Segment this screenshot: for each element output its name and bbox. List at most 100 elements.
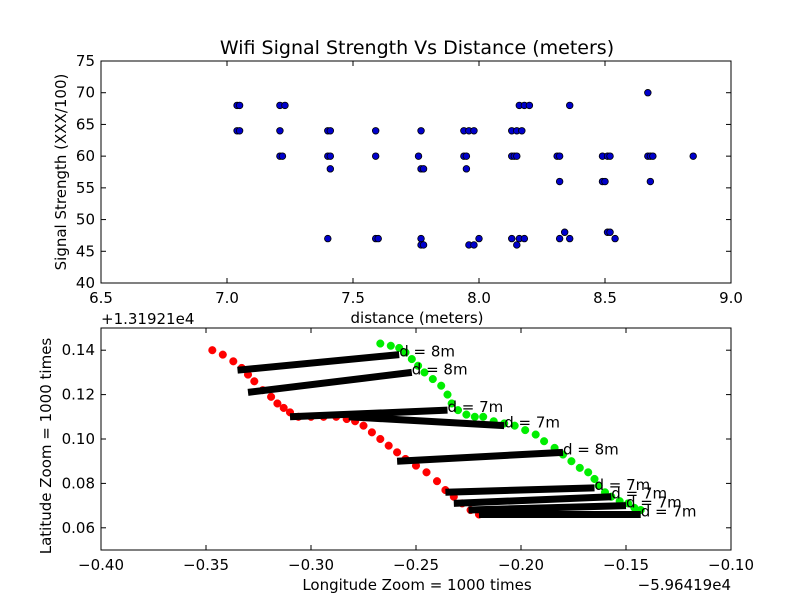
red-point: [250, 377, 259, 386]
green-point: [567, 457, 576, 466]
distance-label: d = 8m: [563, 440, 619, 458]
red-point: [273, 399, 282, 408]
data-point: [601, 177, 609, 186]
red-point: [229, 357, 238, 366]
data-point: [235, 127, 244, 135]
distance-label: d = 7m: [626, 494, 682, 512]
y-tick-label: 40: [76, 274, 95, 292]
y-axis-label: Latitude Zoom = 1000 times: [37, 338, 55, 555]
x-tick-label: −0.10: [708, 556, 754, 574]
red-point: [432, 477, 442, 486]
distance-label: d = 8m: [412, 360, 468, 378]
y-tick-label: 0.12: [62, 386, 95, 404]
data-point: [419, 165, 428, 173]
data-point: [417, 127, 425, 135]
data-point: [281, 101, 289, 110]
data-point: [611, 234, 619, 243]
x-tick-label: −0.15: [603, 556, 649, 574]
distance-segment: [348, 413, 505, 430]
green-point: [584, 468, 593, 477]
data-point: [414, 152, 423, 160]
data-point: [644, 89, 652, 97]
green-point: [386, 341, 395, 350]
green-point: [395, 343, 404, 353]
y-axis-label: Signal Strength (XXX/100): [52, 74, 70, 271]
red-point: [267, 392, 276, 401]
x-tick-label: 8.5: [593, 289, 617, 307]
green-series-points: [376, 339, 645, 515]
data-point: [555, 234, 564, 243]
data-point: [326, 165, 335, 173]
data-point: [555, 152, 564, 160]
red-point: [393, 448, 402, 457]
red-point: [208, 346, 217, 355]
y-tick-label: 45: [76, 242, 95, 260]
red-point: [367, 428, 376, 437]
green-point: [453, 406, 463, 415]
x-tick-label: 9.0: [719, 289, 743, 307]
data-point: [470, 127, 478, 135]
distance-label: d = 7m: [504, 414, 560, 432]
data-point: [276, 127, 284, 135]
data-point: [419, 241, 428, 249]
data-point: [475, 234, 483, 243]
data-point: [470, 241, 478, 249]
y-tick-label: 75: [76, 52, 95, 70]
data-point: [518, 127, 526, 135]
green-point: [401, 348, 410, 357]
data-point: [374, 234, 382, 243]
x-tick-label: −0.30: [288, 556, 334, 574]
distance-segment: [468, 502, 627, 514]
distance-segments: [237, 351, 641, 518]
signal-strength-chart: Wifi Signal Strength Vs Distance (meters…: [52, 37, 743, 327]
green-point: [443, 390, 452, 399]
data-point: [525, 101, 534, 110]
distance-segment: [453, 493, 612, 507]
y-axis-ticks: 0.06 0.08 0.10 0.12 0.14: [62, 341, 731, 537]
distance-segment: [247, 368, 413, 396]
y-axis-ticks: 40 45 50 55 60 65 70 75: [76, 52, 731, 292]
green-point: [479, 412, 488, 421]
data-point: [513, 241, 521, 249]
red-point: [218, 350, 227, 359]
distance-annotations: d = 8md = 8md = 7md = 7md = 8md = 7md = …: [399, 343, 696, 521]
scatter-points: [233, 89, 697, 249]
green-point: [521, 426, 530, 435]
green-point: [428, 375, 437, 384]
green-point: [462, 410, 471, 419]
x-axis-label: distance (meters): [351, 309, 484, 327]
x-tick-label: −0.40: [78, 556, 124, 574]
green-point: [447, 399, 456, 408]
x-axis-ticks: 6.5 7.0 7.5 8.0 8.5 9.0: [89, 61, 743, 307]
y-tick-label: 0.14: [62, 341, 95, 359]
distance-label: d = 7m: [595, 476, 651, 494]
y-tick-label: 0.06: [62, 519, 95, 537]
data-point: [555, 177, 564, 186]
data-point: [513, 152, 521, 160]
green-point: [420, 368, 429, 377]
green-point: [376, 339, 385, 348]
distance-label: d = 7m: [611, 485, 667, 503]
red-point: [279, 403, 288, 412]
data-point: [326, 127, 335, 135]
x-tick-label: −0.25: [393, 556, 439, 574]
data-point: [508, 234, 516, 243]
x-tick-label: −0.35: [183, 556, 229, 574]
data-point: [606, 228, 614, 236]
plot-frame: [100, 60, 732, 284]
data-point: [326, 152, 335, 160]
data-point: [520, 234, 529, 243]
distance-segment: [445, 484, 595, 496]
red-point: [376, 434, 385, 444]
green-point: [540, 437, 549, 446]
green-point: [531, 430, 540, 439]
distance-label: d = 7m: [448, 398, 504, 416]
green-point: [437, 381, 446, 390]
green-point: [510, 421, 519, 430]
distance-label: d = 7m: [641, 502, 697, 520]
x-tick-label: −0.20: [498, 556, 544, 574]
data-point: [278, 152, 287, 160]
y-tick-label: 50: [76, 211, 95, 229]
